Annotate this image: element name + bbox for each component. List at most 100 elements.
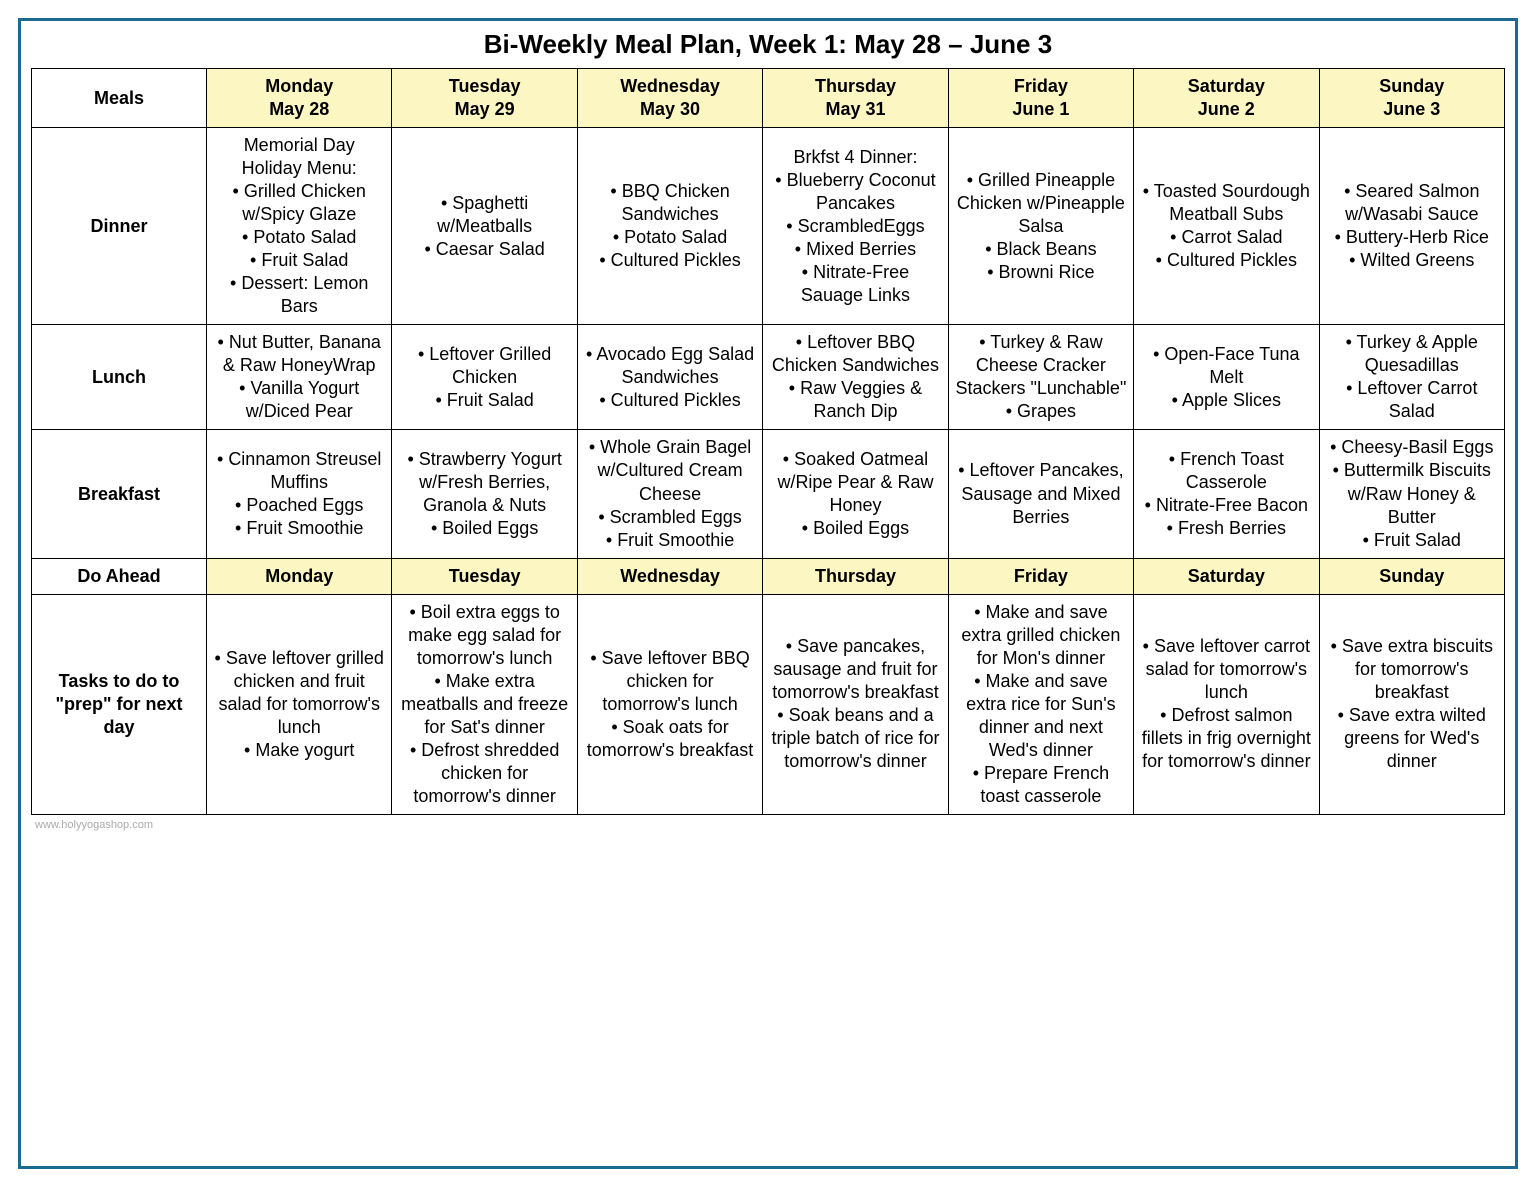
cell-list-item: BBQ Chicken Sandwiches — [584, 180, 756, 226]
cell-list-item: Blueberry Coconut Pancakes — [769, 169, 941, 215]
day-top: Wednesday — [620, 76, 720, 96]
header-day-wed: Wednesday May 30 — [577, 69, 762, 128]
cell-dinner-fri: Grilled Pineapple Chicken w/Pineapple Sa… — [948, 128, 1133, 325]
cell-list: Nut Butter, Banana & Raw HoneyWrapVanill… — [213, 331, 385, 423]
day-bottom: June 3 — [1383, 99, 1440, 119]
day-bottom: May 30 — [640, 99, 700, 119]
cell-list-item: Cultured Pickles — [584, 249, 756, 272]
cell-list-item: Buttermilk Biscuits w/Raw Honey & Butter — [1326, 459, 1498, 528]
day-top: Tuesday — [449, 76, 521, 96]
header-short-sat: Saturday — [1134, 558, 1319, 594]
cell-list-item: Avocado Egg Salad Sandwiches — [584, 343, 756, 389]
cell-list-item: Fruit Salad — [398, 389, 570, 412]
cell-list: Leftover Grilled ChickenFruit Salad — [398, 343, 570, 412]
cell-list-item: Nitrate-Free Bacon — [1140, 494, 1312, 517]
cell-list-item: Fresh Berries — [1140, 517, 1312, 540]
cell-list-item: Make and save extra rice for Sun's dinne… — [955, 670, 1127, 762]
cell-list-item: Turkey & Apple Quesadillas — [1326, 331, 1498, 377]
cell-list-item: Fruit Smoothie — [213, 517, 385, 540]
cell-dinner-sat: Toasted Sourdough Meatball SubsCarrot Sa… — [1134, 128, 1319, 325]
cell-list: BBQ Chicken SandwichesPotato SaladCultur… — [584, 180, 756, 272]
cell-list-item: Save leftover BBQ chicken for tomorrow's… — [584, 647, 756, 716]
cell-list: Soaked Oatmeal w/Ripe Pear & Raw HoneyBo… — [769, 448, 941, 540]
cell-list: Cinnamon Streusel MuffinsPoached EggsFru… — [213, 448, 385, 540]
cell-list: Avocado Egg Salad SandwichesCultured Pic… — [584, 343, 756, 412]
cell-breakfast-wed: Whole Grain Bagel w/Cultured Cream Chees… — [577, 430, 762, 558]
cell-list: French Toast CasseroleNitrate-Free Bacon… — [1140, 448, 1312, 540]
cell-list-item: Save leftover grilled chicken and fruit … — [213, 647, 385, 739]
cell-list-item: Strawberry Yogurt w/Fresh Berries, Grano… — [398, 448, 570, 517]
cell-lunch-fri: Turkey & Raw Cheese Cracker Stackers "Lu… — [948, 325, 1133, 430]
header-day-fri: Friday June 1 — [948, 69, 1133, 128]
cell-list: Strawberry Yogurt w/Fresh Berries, Grano… — [398, 448, 570, 540]
cell-list-item: Make and save extra grilled chicken for … — [955, 601, 1127, 670]
cell-list: Save leftover carrot salad for tomorrow'… — [1140, 635, 1312, 773]
row-tasks: Tasks to do to "prep" for next day Save … — [32, 594, 1505, 814]
cell-list: Cheesy-Basil EggsButtermilk Biscuits w/R… — [1326, 436, 1498, 551]
cell-tasks-fri: Make and save extra grilled chicken for … — [948, 594, 1133, 814]
cell-list-item: Nut Butter, Banana & Raw HoneyWrap — [213, 331, 385, 377]
cell-list-item: Leftover Carrot Salad — [1326, 377, 1498, 423]
cell-list: Save leftover BBQ chicken for tomorrow's… — [584, 647, 756, 762]
footer-url: www.holyyogashop.com — [31, 819, 1505, 831]
cell-list-item: Save extra wilted greens for Wed's dinne… — [1326, 704, 1498, 773]
cell-tasks-tue: Boil extra eggs to make egg salad for to… — [392, 594, 577, 814]
cell-list-item: Soak beans and a triple batch of rice fo… — [769, 704, 941, 773]
cell-lunch-tue: Leftover Grilled ChickenFruit Salad — [392, 325, 577, 430]
cell-list-item: Leftover BBQ Chicken Sandwiches — [769, 331, 941, 377]
cell-dinner-mon: Memorial Day Holiday Menu:Grilled Chicke… — [207, 128, 392, 325]
cell-list-item: Fruit Salad — [1326, 529, 1498, 552]
cell-list-item: Open-Face Tuna Melt — [1140, 343, 1312, 389]
cell-list-item: Raw Veggies & Ranch Dip — [769, 377, 941, 423]
cell-list-item: Poached Eggs — [213, 494, 385, 517]
cell-list: Seared Salmon w/Wasabi SauceButtery-Herb… — [1326, 180, 1498, 272]
cell-list-item: Black Beans — [955, 238, 1127, 261]
cell-list-item: Leftover Pancakes, Sausage and Mixed Ber… — [955, 459, 1127, 528]
cell-list-item: Carrot Salad — [1140, 226, 1312, 249]
cell-breakfast-sat: French Toast CasseroleNitrate-Free Bacon… — [1134, 430, 1319, 558]
header-short-sun: Sunday — [1319, 558, 1504, 594]
cell-dinner-sun: Seared Salmon w/Wasabi SauceButtery-Herb… — [1319, 128, 1504, 325]
cell-breakfast-mon: Cinnamon Streusel MuffinsPoached EggsFru… — [207, 430, 392, 558]
cell-list: Grilled Pineapple Chicken w/Pineapple Sa… — [955, 169, 1127, 284]
cell-list-item: Whole Grain Bagel w/Cultured Cream Chees… — [584, 436, 756, 505]
cell-list-item: Mixed Berries — [769, 238, 941, 261]
cell-list: Boil extra eggs to make egg salad for to… — [398, 601, 570, 808]
cell-breakfast-sun: Cheesy-Basil EggsButtermilk Biscuits w/R… — [1319, 430, 1504, 558]
cell-list: Make and save extra grilled chicken for … — [955, 601, 1127, 808]
cell-list: Blueberry Coconut PancakesScrambledEggsM… — [769, 169, 941, 307]
cell-lunch-sun: Turkey & Apple QuesadillasLeftover Carro… — [1319, 325, 1504, 430]
cell-list-item: Browni Rice — [955, 261, 1127, 284]
cell-list-item: Buttery-Herb Rice — [1326, 226, 1498, 249]
cell-list-item: Grilled Chicken w/Spicy Glaze — [213, 180, 385, 226]
cell-list: Save leftover grilled chicken and fruit … — [213, 647, 385, 762]
cell-list-item: Make yogurt — [213, 739, 385, 762]
day-bottom: May 29 — [455, 99, 515, 119]
day-top: Thursday — [815, 76, 896, 96]
document-frame: Bi-Weekly Meal Plan, Week 1: May 28 – Ju… — [18, 18, 1518, 1169]
header-short-mon: Monday — [207, 558, 392, 594]
cell-list-item: Soaked Oatmeal w/Ripe Pear & Raw Honey — [769, 448, 941, 517]
cell-list-item: Scrambled Eggs — [584, 506, 756, 529]
cell-list: Open-Face Tuna MeltApple Slices — [1140, 343, 1312, 412]
cell-list: Grilled Chicken w/Spicy GlazePotato Sala… — [213, 180, 385, 318]
cell-list-item: Apple Slices — [1140, 389, 1312, 412]
cell-list: Save extra biscuits for tomorrow's break… — [1326, 635, 1498, 773]
header-row-doahead: Do Ahead Monday Tuesday Wednesday Thursd… — [32, 558, 1505, 594]
row-lunch: Lunch Nut Butter, Banana & Raw HoneyWrap… — [32, 325, 1505, 430]
cell-lunch-wed: Avocado Egg Salad SandwichesCultured Pic… — [577, 325, 762, 430]
cell-list-item: Wilted Greens — [1326, 249, 1498, 272]
cell-list-item: Fruit Smoothie — [584, 529, 756, 552]
day-bottom: June 2 — [1198, 99, 1255, 119]
cell-list-item: Boil extra eggs to make egg salad for to… — [398, 601, 570, 670]
meal-plan-table: Meals Monday May 28 Tuesday May 29 Wedne… — [31, 68, 1505, 815]
cell-list: Toasted Sourdough Meatball SubsCarrot Sa… — [1140, 180, 1312, 272]
row-label-lunch: Lunch — [32, 325, 207, 430]
header-day-sat: Saturday June 2 — [1134, 69, 1319, 128]
cell-list-item: Soak oats for tomorrow's breakfast — [584, 716, 756, 762]
cell-list-item: Cultured Pickles — [584, 389, 756, 412]
cell-tasks-wed: Save leftover BBQ chicken for tomorrow's… — [577, 594, 762, 814]
day-top: Friday — [1014, 76, 1068, 96]
cell-list-item: Cultured Pickles — [1140, 249, 1312, 272]
header-short-fri: Friday — [948, 558, 1133, 594]
